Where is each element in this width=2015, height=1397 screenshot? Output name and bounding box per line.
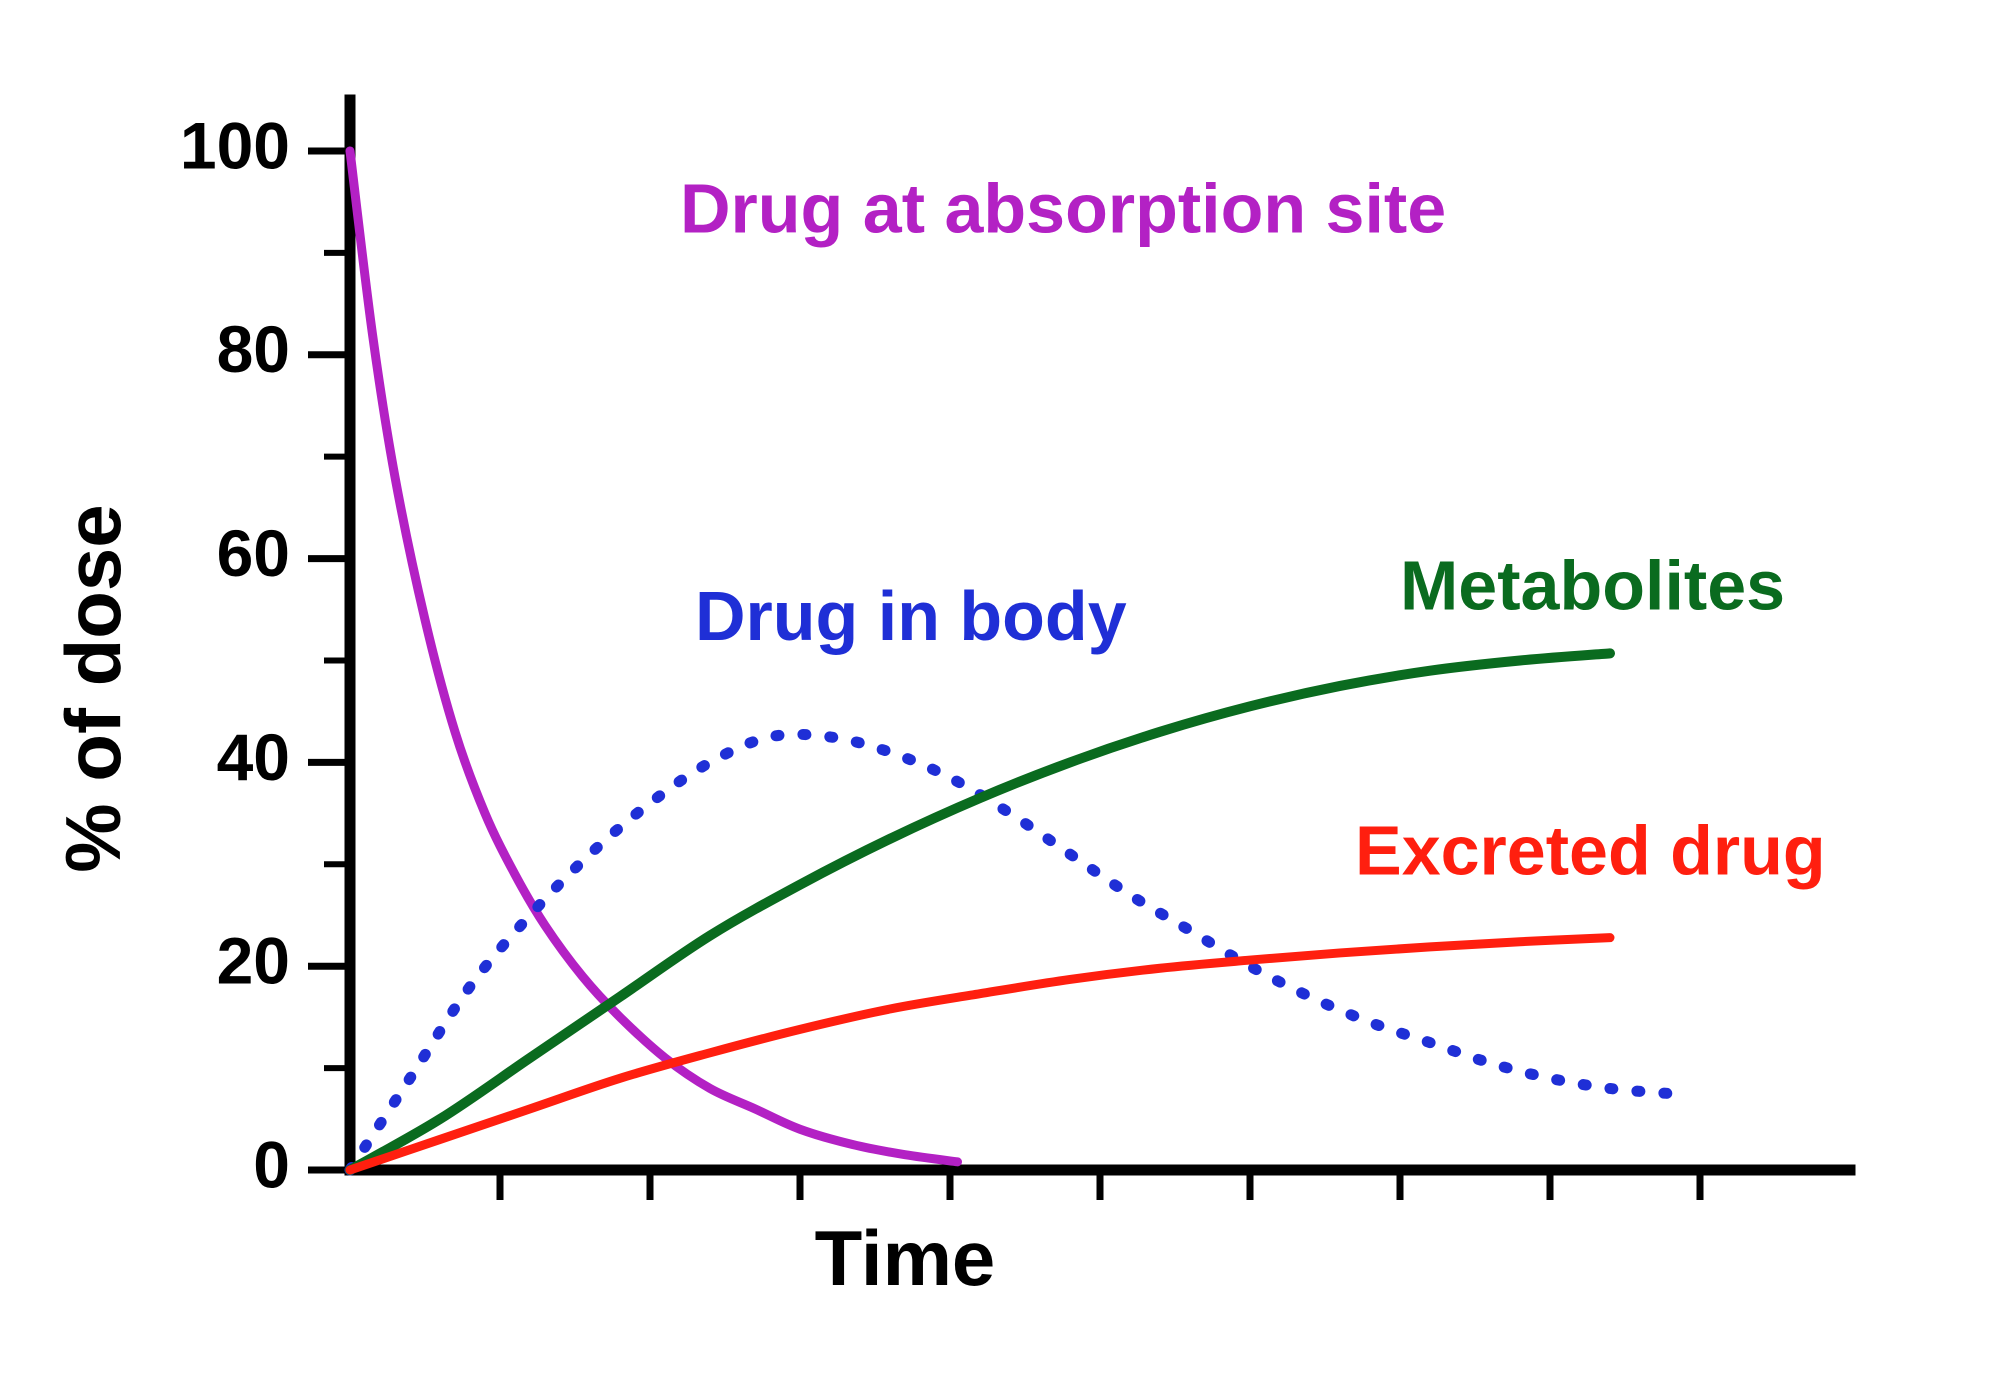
series-label-absorption: Drug at absorption site: [680, 169, 1446, 247]
series-label-excreted: Excreted drug: [1355, 811, 1826, 889]
pharmacokinetics-chart: 0 20 40 60 80 100 % of dose Time Drug at absorpt…: [0, 0, 2015, 1397]
y-axis-label: % of dose: [49, 504, 137, 872]
y-tick-label: 60: [217, 516, 290, 590]
y-tick-label: 100: [180, 108, 290, 182]
y-tick-label: 80: [217, 312, 290, 386]
series-label-metabolites: Metabolites: [1400, 547, 1785, 625]
y-tick-label: 0: [253, 1127, 290, 1201]
y-tick-label: 20: [217, 924, 290, 998]
y-tick-label: 40: [217, 720, 290, 794]
series-label-body: Drug in body: [695, 577, 1127, 655]
x-axis-label: Time: [815, 1214, 996, 1302]
